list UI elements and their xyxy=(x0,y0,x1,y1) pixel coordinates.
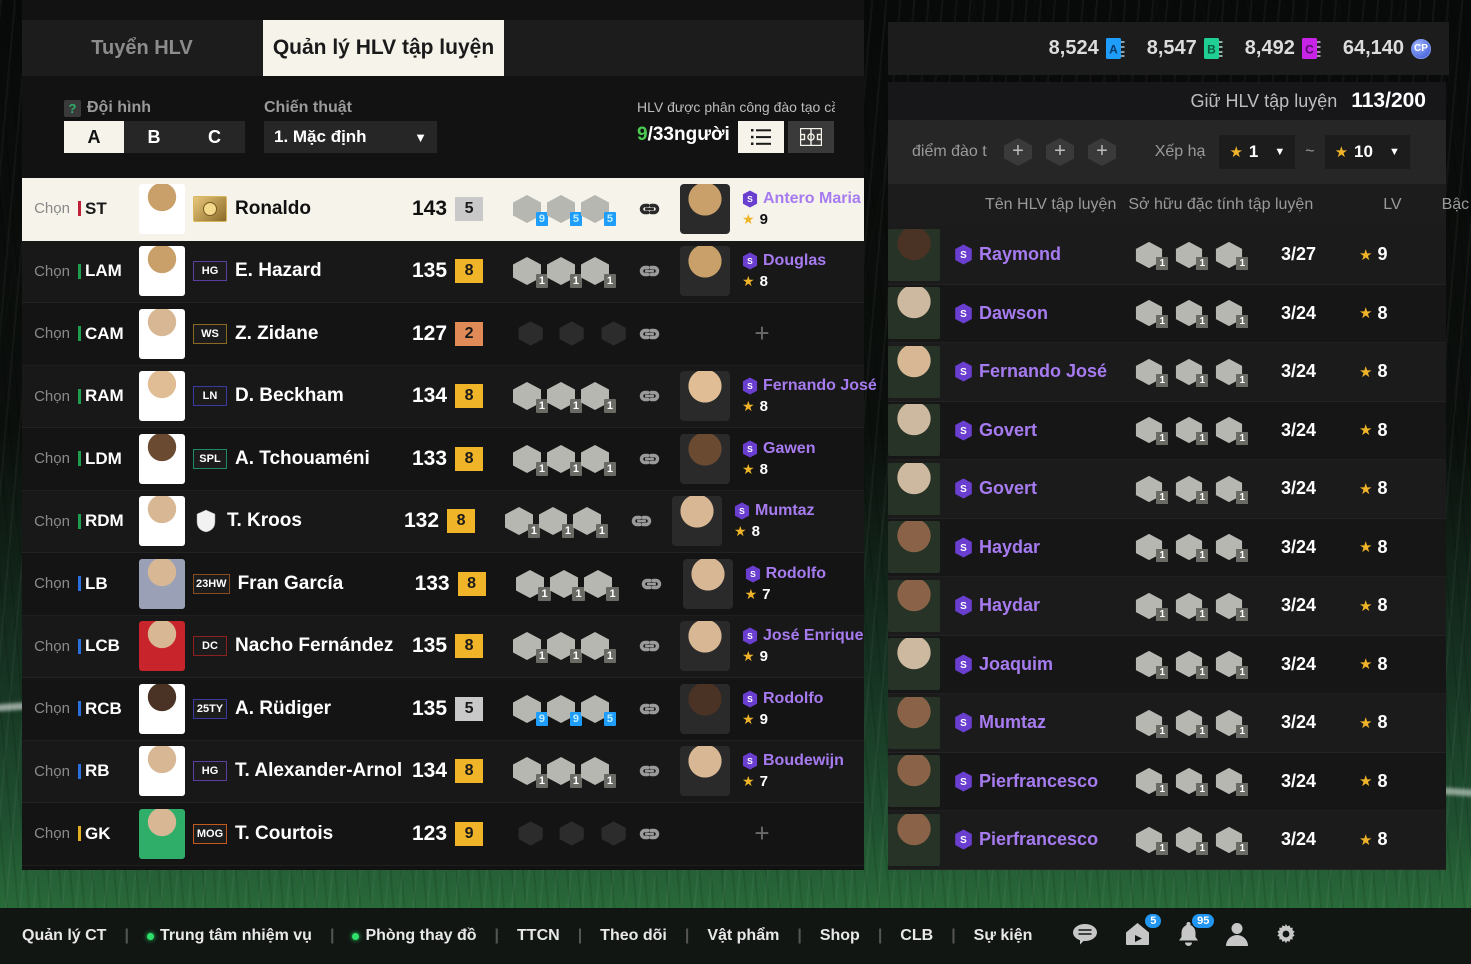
svg-text:S: S xyxy=(747,444,753,454)
svg-text:S: S xyxy=(960,660,967,671)
svg-text:+: + xyxy=(1054,140,1066,162)
svg-text:S: S xyxy=(960,835,967,846)
svg-text:S: S xyxy=(960,426,967,437)
svg-text:A: A xyxy=(1109,43,1118,57)
svg-text:S: S xyxy=(747,256,753,266)
svg-text:S: S xyxy=(747,694,753,704)
svg-text:S: S xyxy=(747,194,753,204)
svg-text:S: S xyxy=(960,250,967,261)
svg-text:S: S xyxy=(960,543,967,554)
svg-text:S: S xyxy=(960,309,967,320)
svg-text:S: S xyxy=(960,718,967,729)
svg-text:S: S xyxy=(747,756,753,766)
svg-text:S: S xyxy=(960,367,967,378)
svg-text:S: S xyxy=(739,506,745,516)
svg-text:S: S xyxy=(960,777,967,788)
svg-text:S: S xyxy=(747,381,753,391)
svg-text:+: + xyxy=(1012,140,1024,162)
svg-text:+: + xyxy=(1096,140,1108,162)
svg-text:C: C xyxy=(1305,43,1314,57)
svg-text:S: S xyxy=(960,601,967,612)
svg-text:S: S xyxy=(750,569,756,579)
svg-text:S: S xyxy=(747,631,753,641)
svg-text:S: S xyxy=(960,484,967,495)
svg-text:B: B xyxy=(1207,43,1216,57)
